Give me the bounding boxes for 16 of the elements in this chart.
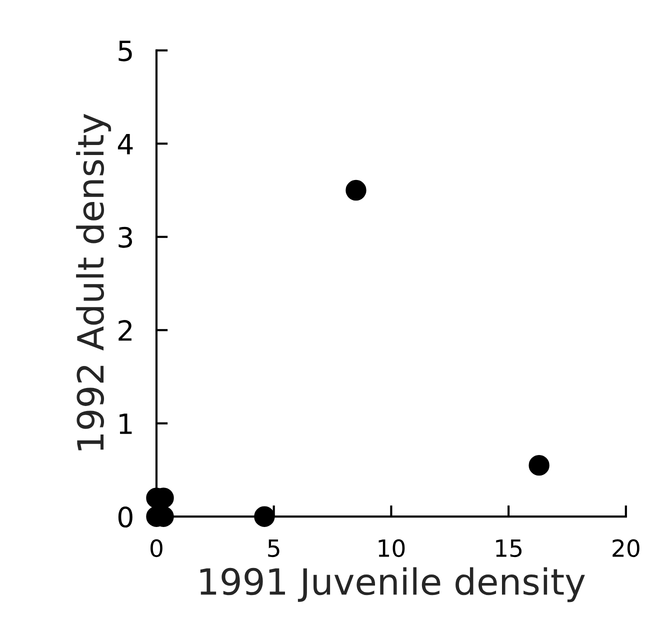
y-tick-label: 4 [118,134,133,154]
x-tick-label: 15 [496,540,522,558]
point [254,506,275,527]
y-tick-label: 2 [118,320,132,341]
x-tick-label: 20 [612,539,640,558]
y-tick-label: 1 [120,414,132,434]
y-tick-label: 0 [118,506,132,528]
point [346,180,366,201]
y-tick-label: 3 [118,226,132,248]
y-tick-label: 5 [118,40,132,62]
x-tick-label: 0 [150,539,162,558]
x-tick-label: 10 [378,539,405,558]
point [528,454,550,476]
y-axis-title: 1992 Adult density [76,114,112,450]
x-axis-title: 1991 Juvenile density [200,567,585,602]
x-tick-label: 5 [268,540,280,558]
